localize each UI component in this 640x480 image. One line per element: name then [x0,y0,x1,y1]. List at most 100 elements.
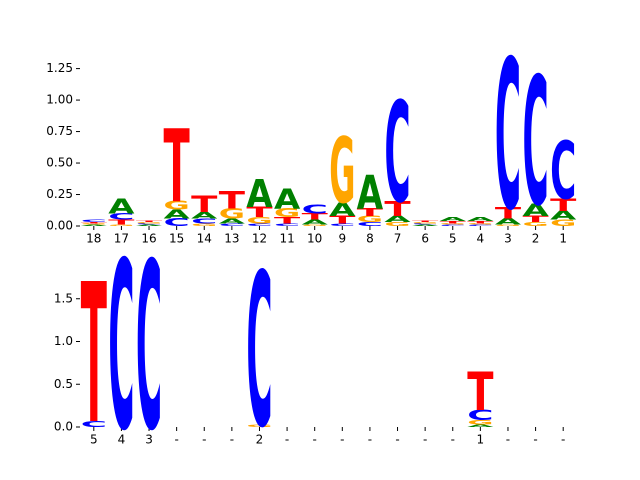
letter-glyph: G [219,206,245,222]
letter-glyph: C [108,213,134,480]
letter-glyph: T [467,361,493,422]
letter-glyph: T [550,195,576,215]
letter-glyph: C [136,223,162,225]
x-tick-label: 4 [118,433,126,447]
letter-glyph: T [191,192,218,218]
letter-glyph: C [164,216,190,228]
letter-glyph: G [191,223,217,227]
letter-glyph: A [522,200,548,220]
letter-glyph: G [136,222,162,224]
letter-glyph: G [384,221,410,227]
x-tick-label: - [451,433,455,447]
letter-glyph: C [384,74,410,234]
letter-glyph: T [495,204,521,222]
letter-glyph: T [81,222,107,224]
x-tick-label: - [368,433,372,447]
y-tick-label: 0.75 [46,124,73,138]
x-tick-label: 3 [504,232,512,246]
letter-glyph: A [219,217,245,225]
x-tick-label: 9 [338,232,346,246]
letter-glyph: T [329,214,356,226]
letter-glyph: G [274,206,300,220]
x-tick-label: 11 [279,232,294,246]
x-tick-label: 5 [449,232,457,246]
x-tick-label: - [230,433,234,447]
letter-glyph: C [467,224,493,226]
letter-glyph: T [412,221,438,223]
letter-glyph: G [81,223,107,225]
letter-glyph: T [440,220,466,224]
letter-glyph: C [329,223,355,227]
letter-glyph: T [467,220,493,224]
x-tick-label: - [313,433,317,447]
letter-glyph: T [302,212,329,222]
letter-glyph: T [219,186,245,214]
letter-glyph: A [357,166,383,220]
letter-glyph: C [81,419,107,429]
y-tick-label: 1.5 [54,291,73,305]
letter-glyph: C [467,407,493,423]
letter-glyph: C [246,223,272,227]
letter-glyph: T [246,204,272,220]
letter-glyph: G [467,419,493,426]
letter-glyph: A [274,183,300,215]
letter-glyph: T [357,206,384,218]
letter-glyph: G [357,214,383,224]
x-tick-label: 15 [169,232,184,246]
letter-glyph: G [302,224,328,226]
x-tick-label: 17 [114,232,129,246]
x-tick-label: - [285,433,289,447]
letter-glyph: C [357,221,383,227]
letter-glyph: C [81,219,107,223]
letter-glyph: A [81,224,107,226]
letter-glyph: G [495,224,521,226]
x-tick-label: 13 [224,232,239,246]
letter-glyph: C [412,223,438,225]
letter-glyph: A [108,194,134,218]
letter-glyph: G [412,222,438,224]
letter-glyph: C [522,40,548,245]
x-tick-label: 2 [532,232,540,246]
x-tick-label: - [423,433,427,447]
letter-glyph: G [164,198,190,212]
x-tick-label: 7 [394,232,402,246]
y-tick-label: 0.50 [46,156,73,170]
letter-glyph: C [246,229,272,474]
letter-glyph: A [329,198,355,220]
y-tick-label: 0.5 [54,377,73,391]
letter-glyph: C [219,223,245,227]
y-tick-label: 0.00 [46,219,73,233]
letter-glyph: T [108,218,134,226]
letter-glyph: A [191,210,217,220]
letter-glyph: G [108,224,134,226]
x-tick-label: - [506,433,510,447]
letter-glyph: G [467,223,493,225]
x-tick-label: - [202,433,206,447]
letter-glyph: A [467,216,493,222]
x-tick-label: 5 [90,433,98,447]
letter-glyph: C [302,202,328,216]
x-tick-label: - [395,433,399,447]
y-tick-label: 0.25 [46,187,73,201]
y-tick-label: 0.0 [54,420,73,434]
letter-glyph: A [164,207,190,221]
x-tick-label: - [174,433,178,447]
y-tick-label: 1.0 [54,334,73,348]
letter-glyph: T [522,214,549,224]
x-tick-label: 12 [252,232,267,246]
x-tick-label: 4 [477,232,485,246]
letter-glyph: T [384,197,410,221]
letter-glyph: T [164,108,190,225]
letter-glyph: C [550,125,576,217]
x-tick-label: - [561,433,565,447]
x-tick-label: - [340,433,344,447]
y-tick-label: 1.00 [46,93,73,107]
letter-glyph: A [440,216,466,222]
letter-glyph: C [191,217,217,225]
x-tick-label: 3 [145,433,153,447]
letter-glyph: A [302,218,328,226]
letter-glyph: G [550,218,576,228]
x-tick-label: 1 [477,433,485,447]
letter-glyph: A [136,224,162,226]
